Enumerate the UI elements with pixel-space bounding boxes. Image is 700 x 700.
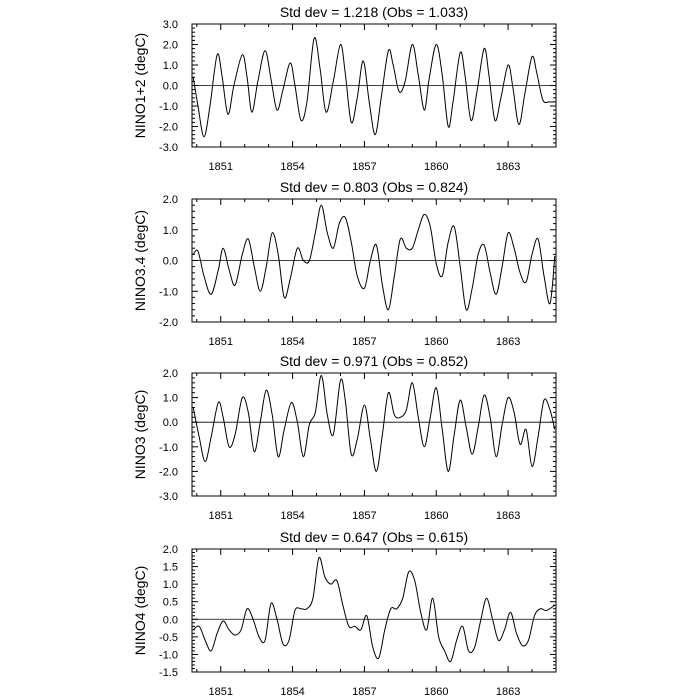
y-tick-label: -1.5 <box>159 667 178 679</box>
y-axis-label: NINO3.4 (degC) <box>132 210 148 311</box>
y-tick-label: 0.0 <box>163 417 178 429</box>
x-tick-label: 1863 <box>496 686 520 698</box>
y-axis-label: NINO4 (degC) <box>132 566 148 655</box>
x-tick-label: 1857 <box>352 336 376 348</box>
x-tick-label: 1860 <box>424 336 448 348</box>
y-axis-label: NINO3 (degC) <box>132 390 148 479</box>
y-tick-label: 3.0 <box>163 19 178 31</box>
y-tick-label: 0.5 <box>163 597 178 609</box>
series-line-1 <box>192 204 556 311</box>
x-tick-label: 1860 <box>424 510 448 522</box>
x-tick-label: 1857 <box>352 686 376 698</box>
y-axis-label: NINO1+2 (degC) <box>132 33 148 138</box>
y-tick-label: 0.0 <box>163 81 178 93</box>
x-tick-label: 1863 <box>496 161 520 173</box>
chart-panel-1: Std dev = 1.218 (Obs = 1.033) NINO1+2 (de… <box>132 4 557 173</box>
y-tick-label: 1.0 <box>163 60 178 72</box>
chart-title: Std dev = 0.971 (Obs = 0.852) <box>280 353 468 369</box>
chart-panel-4: Std dev = 0.647 (Obs = 0.615) NINO4 (degC… <box>132 529 557 698</box>
x-tick-label: 1851 <box>208 161 232 173</box>
y-tick-label: -3.0 <box>159 142 178 154</box>
x-tick-label: 1854 <box>280 686 304 698</box>
x-tick-label: 1857 <box>352 510 376 522</box>
y-tick-label: -2.0 <box>159 122 178 134</box>
chart-title: Std dev = 0.803 (Obs = 0.824) <box>280 179 468 195</box>
series-line-1 <box>192 37 555 138</box>
x-tick-label: 1857 <box>352 161 376 173</box>
y-tick-label: -1.0 <box>159 101 178 113</box>
y-tick-label: 2.0 <box>163 194 178 206</box>
y-tick-label: -0.5 <box>159 632 178 644</box>
series-line-1 <box>192 374 556 472</box>
series-line-1 <box>192 556 556 663</box>
chart-panel-3: Std dev = 0.971 (Obs = 0.852) NINO3 (degC… <box>132 353 557 522</box>
y-tick-label: -2.0 <box>159 466 178 478</box>
chart-title: Std dev = 0.647 (Obs = 0.615) <box>280 529 468 545</box>
y-tick-label: 1.0 <box>163 225 178 237</box>
y-tick-label: -1.0 <box>159 286 178 298</box>
x-tick-label: 1860 <box>424 686 448 698</box>
y-tick-label: 1.5 <box>163 562 178 574</box>
x-tick-label: 1863 <box>496 336 520 348</box>
y-tick-label: -1.0 <box>159 649 178 661</box>
y-tick-label: -1.0 <box>159 442 178 454</box>
y-tick-label: 0.0 <box>163 256 178 268</box>
y-tick-label: 1.0 <box>163 579 178 591</box>
y-tick-label: 2.0 <box>163 368 178 380</box>
x-tick-label: 1854 <box>280 161 304 173</box>
y-tick-label: 2.0 <box>163 544 178 556</box>
y-tick-label: -2.0 <box>159 317 178 329</box>
x-tick-label: 1854 <box>280 336 304 348</box>
y-tick-label: 0.0 <box>163 614 178 626</box>
plot-frame <box>191 548 557 673</box>
y-tick-label: -3.0 <box>159 491 178 503</box>
plot-frame <box>191 372 557 497</box>
x-tick-label: 1851 <box>208 336 232 348</box>
x-tick-label: 1851 <box>208 510 232 522</box>
chart-panel-2: Std dev = 0.803 (Obs = 0.824) NINO3.4 (de… <box>132 179 557 348</box>
x-tick-label: 1854 <box>280 510 304 522</box>
y-tick-label: 1.0 <box>163 393 178 405</box>
x-tick-label: 1863 <box>496 510 520 522</box>
y-tick-label: 2.0 <box>163 40 178 52</box>
x-tick-label: 1860 <box>424 161 448 173</box>
chart-title: Std dev = 1.218 (Obs = 1.033) <box>280 4 468 20</box>
x-tick-label: 1851 <box>208 686 232 698</box>
